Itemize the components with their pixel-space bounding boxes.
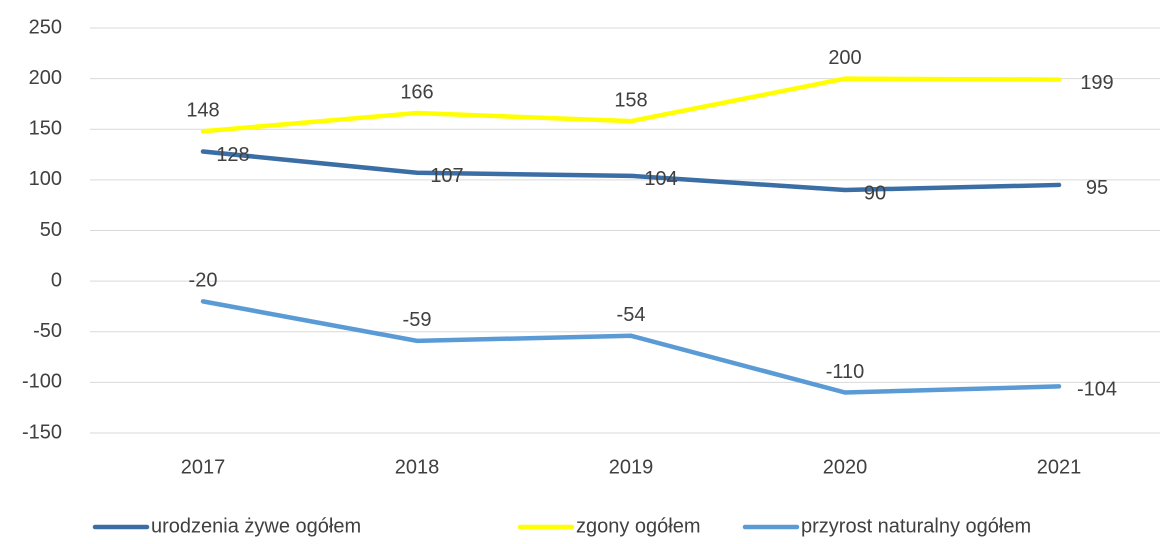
- series-line: [200, 76, 1062, 134]
- data-label: -54: [617, 304, 646, 326]
- data-label: 104: [644, 168, 677, 190]
- x-tick-label: 2019: [609, 456, 654, 478]
- y-tick-label: 100: [29, 168, 62, 190]
- data-label: 166: [400, 81, 433, 103]
- y-tick-label: 200: [29, 67, 62, 89]
- data-label: -110: [826, 361, 865, 383]
- legend-label: zgony ogółem: [576, 515, 701, 537]
- data-label: 90: [864, 182, 886, 204]
- data-label: 200: [828, 47, 861, 69]
- y-tick-label: -100: [22, 371, 62, 393]
- data-label: -20: [189, 270, 218, 292]
- data-label: 158: [614, 89, 647, 111]
- x-tick-label: 2021: [1037, 456, 1082, 478]
- data-label: 199: [1080, 72, 1113, 94]
- y-tick-label: 0: [51, 269, 62, 291]
- data-label: -104: [1077, 379, 1117, 401]
- data-label: 107: [430, 165, 463, 187]
- data-label: 128: [216, 144, 249, 166]
- y-tick-label: 50: [40, 219, 62, 241]
- y-tick-label: -150: [22, 421, 62, 443]
- y-tick-label: -50: [33, 320, 62, 342]
- x-tick-label: 2020: [823, 456, 868, 478]
- data-label: 95: [1086, 177, 1108, 199]
- legend-label: przyrost naturalny ogółem: [801, 515, 1031, 537]
- data-label: -59: [403, 309, 432, 331]
- x-tick-label: 2017: [181, 456, 226, 478]
- x-tick-label: 2018: [395, 456, 440, 478]
- legend-label: urodzenia żywe ogółem: [151, 515, 361, 537]
- data-label: 148: [186, 100, 219, 122]
- y-tick-label: 250: [29, 16, 62, 38]
- y-tick-label: 150: [29, 118, 62, 140]
- series-line: [200, 149, 1062, 193]
- series-line: [200, 299, 1062, 395]
